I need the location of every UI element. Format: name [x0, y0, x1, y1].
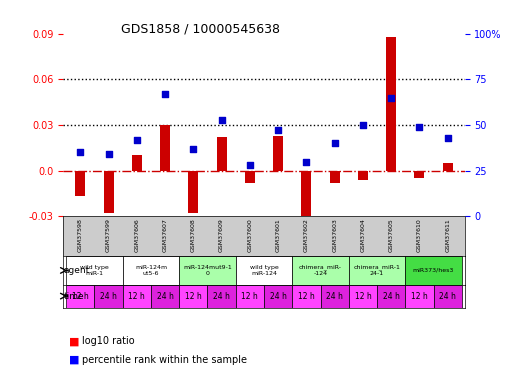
Text: GSM37602: GSM37602: [304, 218, 309, 252]
Text: 12 h: 12 h: [241, 292, 258, 301]
Text: GDS1858 / 10000545638: GDS1858 / 10000545638: [121, 22, 280, 36]
Text: ■: ■: [69, 355, 79, 365]
Bar: [301, 171, 312, 231]
FancyBboxPatch shape: [179, 256, 235, 285]
FancyBboxPatch shape: [433, 285, 462, 308]
FancyBboxPatch shape: [235, 256, 293, 285]
Text: GSM37600: GSM37600: [248, 218, 252, 252]
Text: 12 h: 12 h: [72, 292, 89, 301]
Point: [161, 91, 169, 97]
FancyBboxPatch shape: [406, 256, 462, 285]
Text: 12 h: 12 h: [298, 292, 315, 301]
Text: GSM37598: GSM37598: [78, 218, 83, 252]
Point: [331, 140, 339, 146]
FancyBboxPatch shape: [66, 256, 122, 285]
Bar: [329, 171, 340, 183]
Text: wild type
miR-124: wild type miR-124: [250, 265, 278, 276]
FancyBboxPatch shape: [349, 285, 377, 308]
Text: chimera_miR-
-124: chimera_miR- -124: [299, 265, 342, 276]
Bar: [245, 171, 255, 183]
FancyBboxPatch shape: [95, 285, 122, 308]
Text: miR373/hes3: miR373/hes3: [413, 268, 454, 273]
Text: GSM37604: GSM37604: [361, 218, 365, 252]
Point: [133, 136, 141, 142]
Bar: [76, 171, 85, 196]
Text: GSM37603: GSM37603: [332, 218, 337, 252]
Text: GSM37601: GSM37601: [276, 218, 280, 252]
Bar: [103, 171, 114, 213]
Text: 12 h: 12 h: [411, 292, 428, 301]
Bar: [188, 171, 199, 213]
FancyBboxPatch shape: [235, 285, 264, 308]
FancyBboxPatch shape: [122, 256, 179, 285]
FancyBboxPatch shape: [406, 285, 433, 308]
Text: 24 h: 24 h: [100, 292, 117, 301]
Point: [76, 149, 84, 155]
Bar: [358, 171, 368, 180]
Text: agent: agent: [64, 266, 90, 275]
FancyBboxPatch shape: [179, 285, 208, 308]
FancyBboxPatch shape: [264, 285, 293, 308]
FancyBboxPatch shape: [66, 285, 95, 308]
Bar: [414, 171, 425, 178]
FancyBboxPatch shape: [293, 256, 349, 285]
Text: GSM37611: GSM37611: [445, 218, 450, 252]
Text: 24 h: 24 h: [383, 292, 400, 301]
Point: [246, 162, 254, 168]
Text: miR-124m
ut5-6: miR-124m ut5-6: [135, 265, 167, 276]
FancyBboxPatch shape: [122, 285, 151, 308]
Text: GSM37607: GSM37607: [163, 218, 167, 252]
FancyBboxPatch shape: [293, 285, 320, 308]
Point: [359, 122, 367, 128]
Point: [105, 151, 113, 157]
Bar: [216, 137, 227, 171]
Text: 12 h: 12 h: [185, 292, 202, 301]
Point: [189, 146, 197, 152]
Bar: [132, 155, 142, 171]
Text: miR-124mut9-1
0: miR-124mut9-1 0: [183, 265, 232, 276]
FancyBboxPatch shape: [208, 285, 235, 308]
Text: log10 ratio: log10 ratio: [82, 336, 135, 346]
Text: GSM37609: GSM37609: [219, 218, 224, 252]
Point: [387, 94, 395, 100]
Text: GSM37610: GSM37610: [417, 218, 422, 252]
FancyBboxPatch shape: [349, 256, 406, 285]
Text: GSM37606: GSM37606: [134, 218, 139, 252]
Text: percentile rank within the sample: percentile rank within the sample: [82, 355, 247, 365]
Point: [274, 128, 282, 134]
FancyBboxPatch shape: [151, 285, 179, 308]
Text: time: time: [64, 292, 84, 301]
Point: [302, 159, 310, 165]
Point: [415, 124, 423, 130]
Bar: [160, 125, 170, 171]
Text: GSM37605: GSM37605: [389, 218, 394, 252]
Text: 12 h: 12 h: [128, 292, 145, 301]
Text: chimera_miR-1
24-1: chimera_miR-1 24-1: [354, 265, 400, 276]
Text: 24 h: 24 h: [157, 292, 174, 301]
FancyBboxPatch shape: [377, 285, 406, 308]
Text: 24 h: 24 h: [213, 292, 230, 301]
Text: 24 h: 24 h: [326, 292, 343, 301]
Text: 24 h: 24 h: [270, 292, 287, 301]
Text: ■: ■: [69, 336, 79, 346]
Bar: [386, 37, 396, 171]
Text: 24 h: 24 h: [439, 292, 456, 301]
Bar: [443, 163, 452, 171]
Text: GSM37599: GSM37599: [106, 218, 111, 252]
Point: [444, 135, 452, 141]
Bar: [273, 136, 283, 171]
FancyBboxPatch shape: [320, 285, 349, 308]
Point: [218, 117, 226, 123]
Text: GSM37608: GSM37608: [191, 218, 196, 252]
Text: wild type
miR-1: wild type miR-1: [80, 265, 109, 276]
Text: 12 h: 12 h: [354, 292, 371, 301]
